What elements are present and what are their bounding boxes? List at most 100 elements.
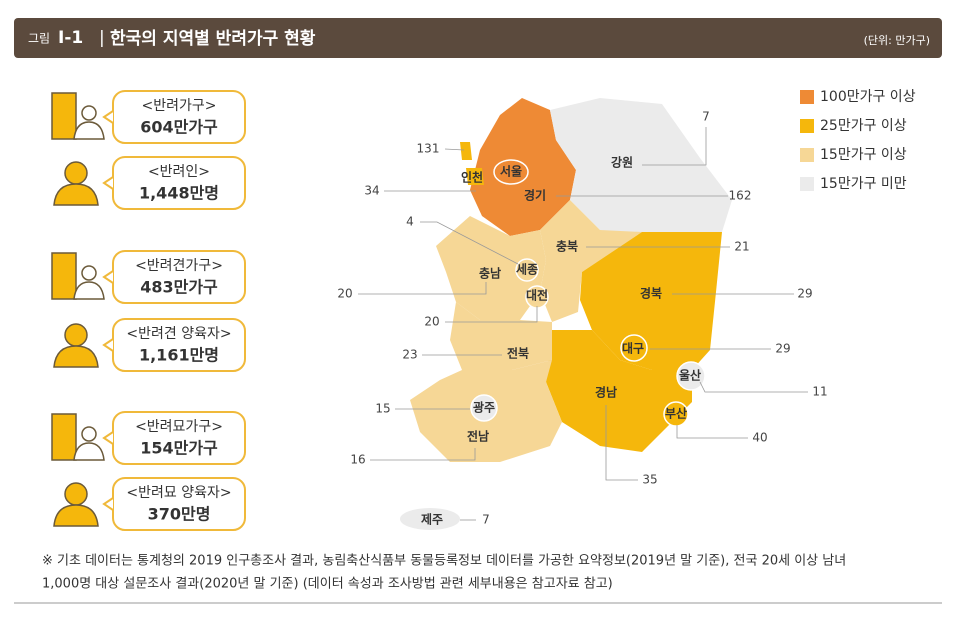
person-body	[53, 183, 99, 206]
person-body	[73, 121, 105, 140]
region-value: 40	[752, 431, 767, 445]
region-value: 15	[375, 402, 390, 416]
leader-line	[358, 282, 487, 295]
region-name: 제주	[421, 513, 443, 527]
region-value: 11	[812, 385, 827, 399]
stat-item: <반려견 양육자> 1,161만명	[53, 318, 246, 372]
leader-line	[676, 425, 748, 439]
person-icon	[53, 482, 99, 527]
region-value: 16	[350, 453, 365, 467]
stat-pointer	[102, 497, 114, 511]
person-icon	[53, 161, 99, 206]
region-value: 131	[417, 142, 440, 156]
region-shape	[470, 394, 498, 422]
region-name: 서울	[500, 164, 522, 179]
footnote-line: 1,000명 대상 설문조사 결과(2020년 말 기준) (데이터 속성과 조…	[42, 577, 613, 592]
stat-pointer	[102, 338, 114, 352]
region-labels: 서울 131 인천 34 경기 162 강원 7 충북 21 세종 4 충남 20 대전 20 경북 29 대구 29…	[337, 110, 827, 527]
stat-value: 1,161만명	[139, 346, 219, 365]
map	[400, 98, 732, 530]
legend-label: 15만가구 이상	[820, 147, 907, 163]
unit-label: (단위: 만가구)	[864, 34, 930, 47]
person-head	[81, 426, 97, 442]
leader-line	[420, 221, 519, 265]
region-shape	[493, 159, 529, 185]
region-shape	[676, 361, 706, 391]
building	[51, 252, 77, 300]
stat-label: <반려인>	[148, 164, 210, 180]
stat-value: 1,448만명	[139, 184, 219, 203]
household-icon	[51, 413, 105, 461]
region-name: 인천	[461, 170, 483, 185]
region-value: 29	[775, 342, 790, 356]
region-value: 20	[424, 315, 439, 329]
legend-label: 15만가구 미만	[820, 176, 907, 192]
figure-number: Ⅰ-1	[58, 28, 83, 48]
household-icon	[51, 252, 105, 300]
separator: |	[99, 28, 105, 48]
region-name: 대전	[526, 288, 548, 303]
stat-value: 483만가구	[140, 278, 218, 297]
region-value: 20	[337, 287, 352, 301]
legend-label: 25만가구 이상	[820, 118, 907, 134]
region-shape	[450, 302, 552, 370]
legend: 100만가구 이상 25만가구 이상 15만가구 이상 15만가구 미만	[800, 89, 916, 192]
person-icon	[53, 323, 99, 368]
region-shape	[460, 142, 484, 185]
stat-pointer	[102, 176, 114, 190]
region-shape	[580, 232, 722, 370]
person-body	[53, 345, 99, 368]
region-shape	[400, 508, 460, 530]
stat-item: <반려묘 양육자> 370만명	[53, 477, 246, 531]
legend-swatch	[800, 177, 814, 191]
person-body	[73, 281, 105, 300]
region-shape	[546, 330, 692, 452]
region-value: 34	[364, 184, 379, 198]
household-icon	[51, 92, 105, 140]
stat-value: 370만명	[148, 505, 211, 524]
leader-line	[605, 405, 638, 481]
region-name: 경남	[595, 385, 617, 400]
stat-label: <반려가구>	[142, 98, 217, 114]
stat-label: <반려견가구>	[135, 258, 223, 274]
region-value: 4	[406, 215, 414, 229]
region-name: 경북	[640, 287, 662, 301]
person-head	[64, 323, 88, 347]
region-name: 전남	[467, 429, 489, 444]
person-head	[64, 482, 88, 506]
region-name: 충남	[479, 266, 501, 281]
stat-item: <반려가구> 604만가구	[51, 90, 246, 144]
region-shape	[540, 200, 642, 322]
region-value: 7	[482, 513, 490, 527]
header-bar	[14, 18, 942, 58]
leader-line	[370, 448, 476, 461]
region-name: 세종	[516, 262, 538, 277]
region-value: 7	[702, 110, 710, 124]
stat-item: <반려견가구> 483만가구	[51, 250, 246, 304]
stat-label: <반려견 양육자>	[126, 326, 231, 342]
person-body	[73, 442, 105, 461]
stat-value: 604만가구	[140, 118, 218, 137]
leader-line	[444, 148, 465, 151]
stat-label: <반려묘가구>	[135, 419, 223, 435]
region-value: 35	[642, 473, 657, 487]
region-name: 전북	[507, 346, 529, 361]
header-title: 한국의 지역별 반려가구 현황	[110, 29, 316, 49]
leader-line	[445, 306, 538, 323]
region-name: 대구	[622, 342, 644, 356]
region-name: 강원	[611, 156, 633, 170]
building	[51, 413, 77, 461]
figure-label: 그림	[28, 32, 50, 46]
stat-pointer	[102, 431, 114, 445]
stat-item: <반려묘가구> 154만가구	[51, 411, 246, 465]
region-name: 울산	[679, 368, 701, 383]
person-head	[81, 265, 97, 281]
legend-swatch	[800, 148, 814, 162]
region-shape	[663, 401, 689, 427]
region-value: 23	[402, 348, 417, 362]
region-shape	[550, 98, 732, 236]
person-head	[81, 105, 97, 121]
region-shape	[620, 334, 648, 362]
